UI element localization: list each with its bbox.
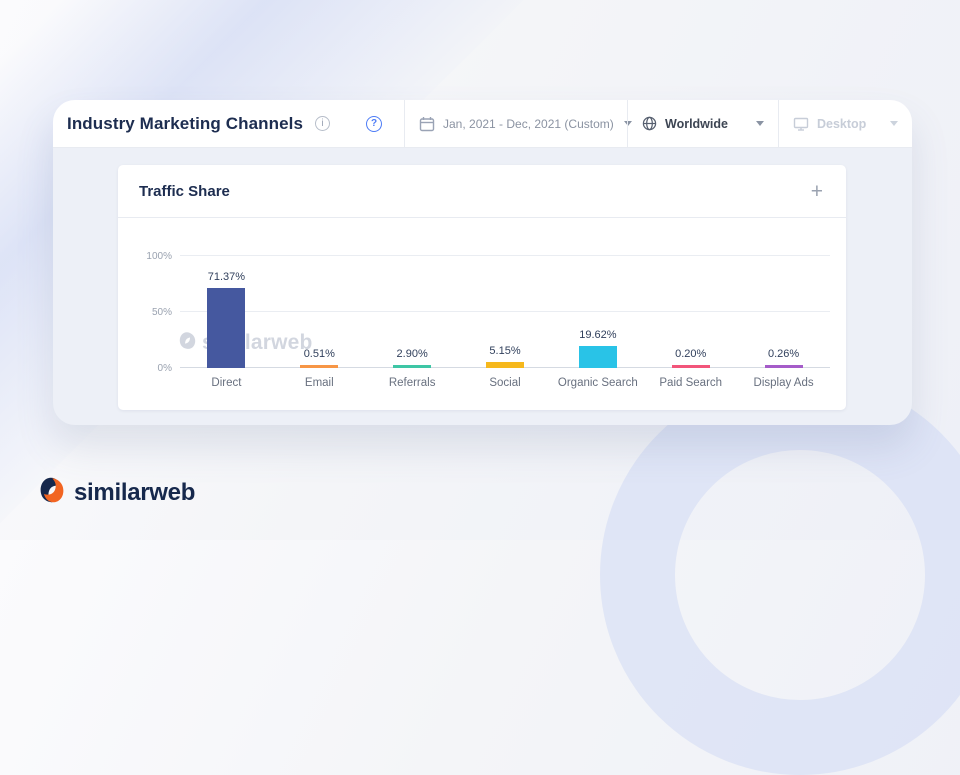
bar-value-label: 2.90% — [396, 347, 428, 360]
similarweb-logo-icon — [178, 331, 197, 355]
category-label-social: Social — [489, 377, 521, 389]
help-icon[interactable]: ? — [366, 115, 383, 132]
y-axis-tick-label: 100% — [146, 251, 172, 262]
category-label-display-ads: Display Ads — [753, 377, 814, 389]
bar-slot-paid-search: 0.20% — [644, 256, 737, 368]
bar-direct[interactable] — [207, 288, 246, 368]
bar-slot-direct: 71.37% — [180, 256, 273, 368]
category-label-email: Email — [304, 377, 334, 389]
category-label-referrals: Referrals — [388, 377, 436, 389]
bar-slot-referrals: 2.90% — [366, 256, 459, 368]
plot-area: similarweb 71.37% 0.51% 2.90% 5.15% 19.62% 0.… — [146, 251, 830, 389]
bar-slot-email: 0.51% — [273, 256, 366, 368]
panel-body: Traffic Share + similarweb 71.37% 0.51% 2.… — [53, 148, 912, 425]
bar-display-ads[interactable] — [764, 365, 803, 368]
device-value: Desktop — [817, 116, 867, 131]
category-label-organic-search: Organic Search — [557, 377, 638, 389]
bar-value-label: 19.62% — [579, 329, 617, 342]
desktop-monitor-icon — [793, 116, 809, 132]
info-icon[interactable]: i — [315, 116, 331, 131]
gridline — [180, 311, 830, 312]
similarweb-brand: similarweb — [38, 476, 195, 509]
page-title: Industry Marketing Channels — [67, 113, 304, 133]
similarweb-logo-icon — [38, 476, 66, 509]
bar-slot-organic-search: 19.62% — [551, 256, 644, 368]
category-label-paid-search: Paid Search — [659, 377, 723, 389]
card-header: Traffic Share + — [118, 165, 846, 218]
device-selector[interactable]: Desktop — [778, 100, 912, 147]
y-axis-tick-label: 0% — [157, 363, 172, 374]
brand-wordmark: similarweb — [74, 478, 196, 506]
date-range-selector[interactable]: Jan, 2021 - Dec, 2021 (Custom) — [404, 100, 632, 147]
bar-value-label: 0.51% — [303, 348, 335, 360]
country-value: Worldwide — [665, 116, 728, 131]
panel-header: Industry Marketing Channels i ? Jan, 202… — [53, 100, 912, 148]
bar-value-label: 0.20% — [675, 348, 707, 360]
bar-slot-social: 5.15% — [459, 256, 552, 368]
chevron-down-icon — [756, 121, 764, 126]
bar-paid-search[interactable] — [671, 365, 710, 368]
chevron-down-icon — [890, 121, 898, 126]
bar-referrals[interactable] — [393, 364, 432, 368]
bar-email[interactable] — [300, 365, 339, 368]
bar-slot-display-ads: 0.26% — [737, 256, 830, 368]
date-range-value: Jan, 2021 - Dec, 2021 (Custom) — [443, 116, 614, 131]
add-to-dashboard-button[interactable]: + — [810, 179, 823, 203]
dashboard-panel: Industry Marketing Channels i ? Jan, 202… — [53, 100, 912, 425]
x-axis-labels: Direct Email Referrals Social Organic Search… — [180, 377, 830, 389]
category-label-direct: Direct — [211, 377, 242, 389]
bar-series: 71.37% 0.51% 2.90% 5.15% 19.62% 0.20% 0.26% — [180, 256, 830, 368]
country-selector[interactable]: Worldwide — [627, 100, 778, 147]
bar-value-label: 5.15% — [489, 345, 521, 358]
card-title: Traffic Share — [139, 182, 230, 200]
y-axis-tick-label: 50% — [151, 307, 172, 318]
background-arc-ribbon — [600, 375, 960, 775]
bar-organic-search[interactable] — [578, 346, 617, 368]
bar-value-label: 71.37% — [207, 271, 246, 284]
bar-value-label: 0.26% — [767, 348, 800, 360]
bar-social[interactable] — [486, 362, 524, 368]
traffic-share-card: Traffic Share + similarweb 71.37% 0.51% 2.… — [118, 165, 846, 410]
gridline — [180, 255, 830, 256]
calendar-icon — [419, 116, 435, 132]
globe-icon — [642, 116, 657, 131]
title-section: Industry Marketing Channels i ? — [53, 100, 404, 147]
